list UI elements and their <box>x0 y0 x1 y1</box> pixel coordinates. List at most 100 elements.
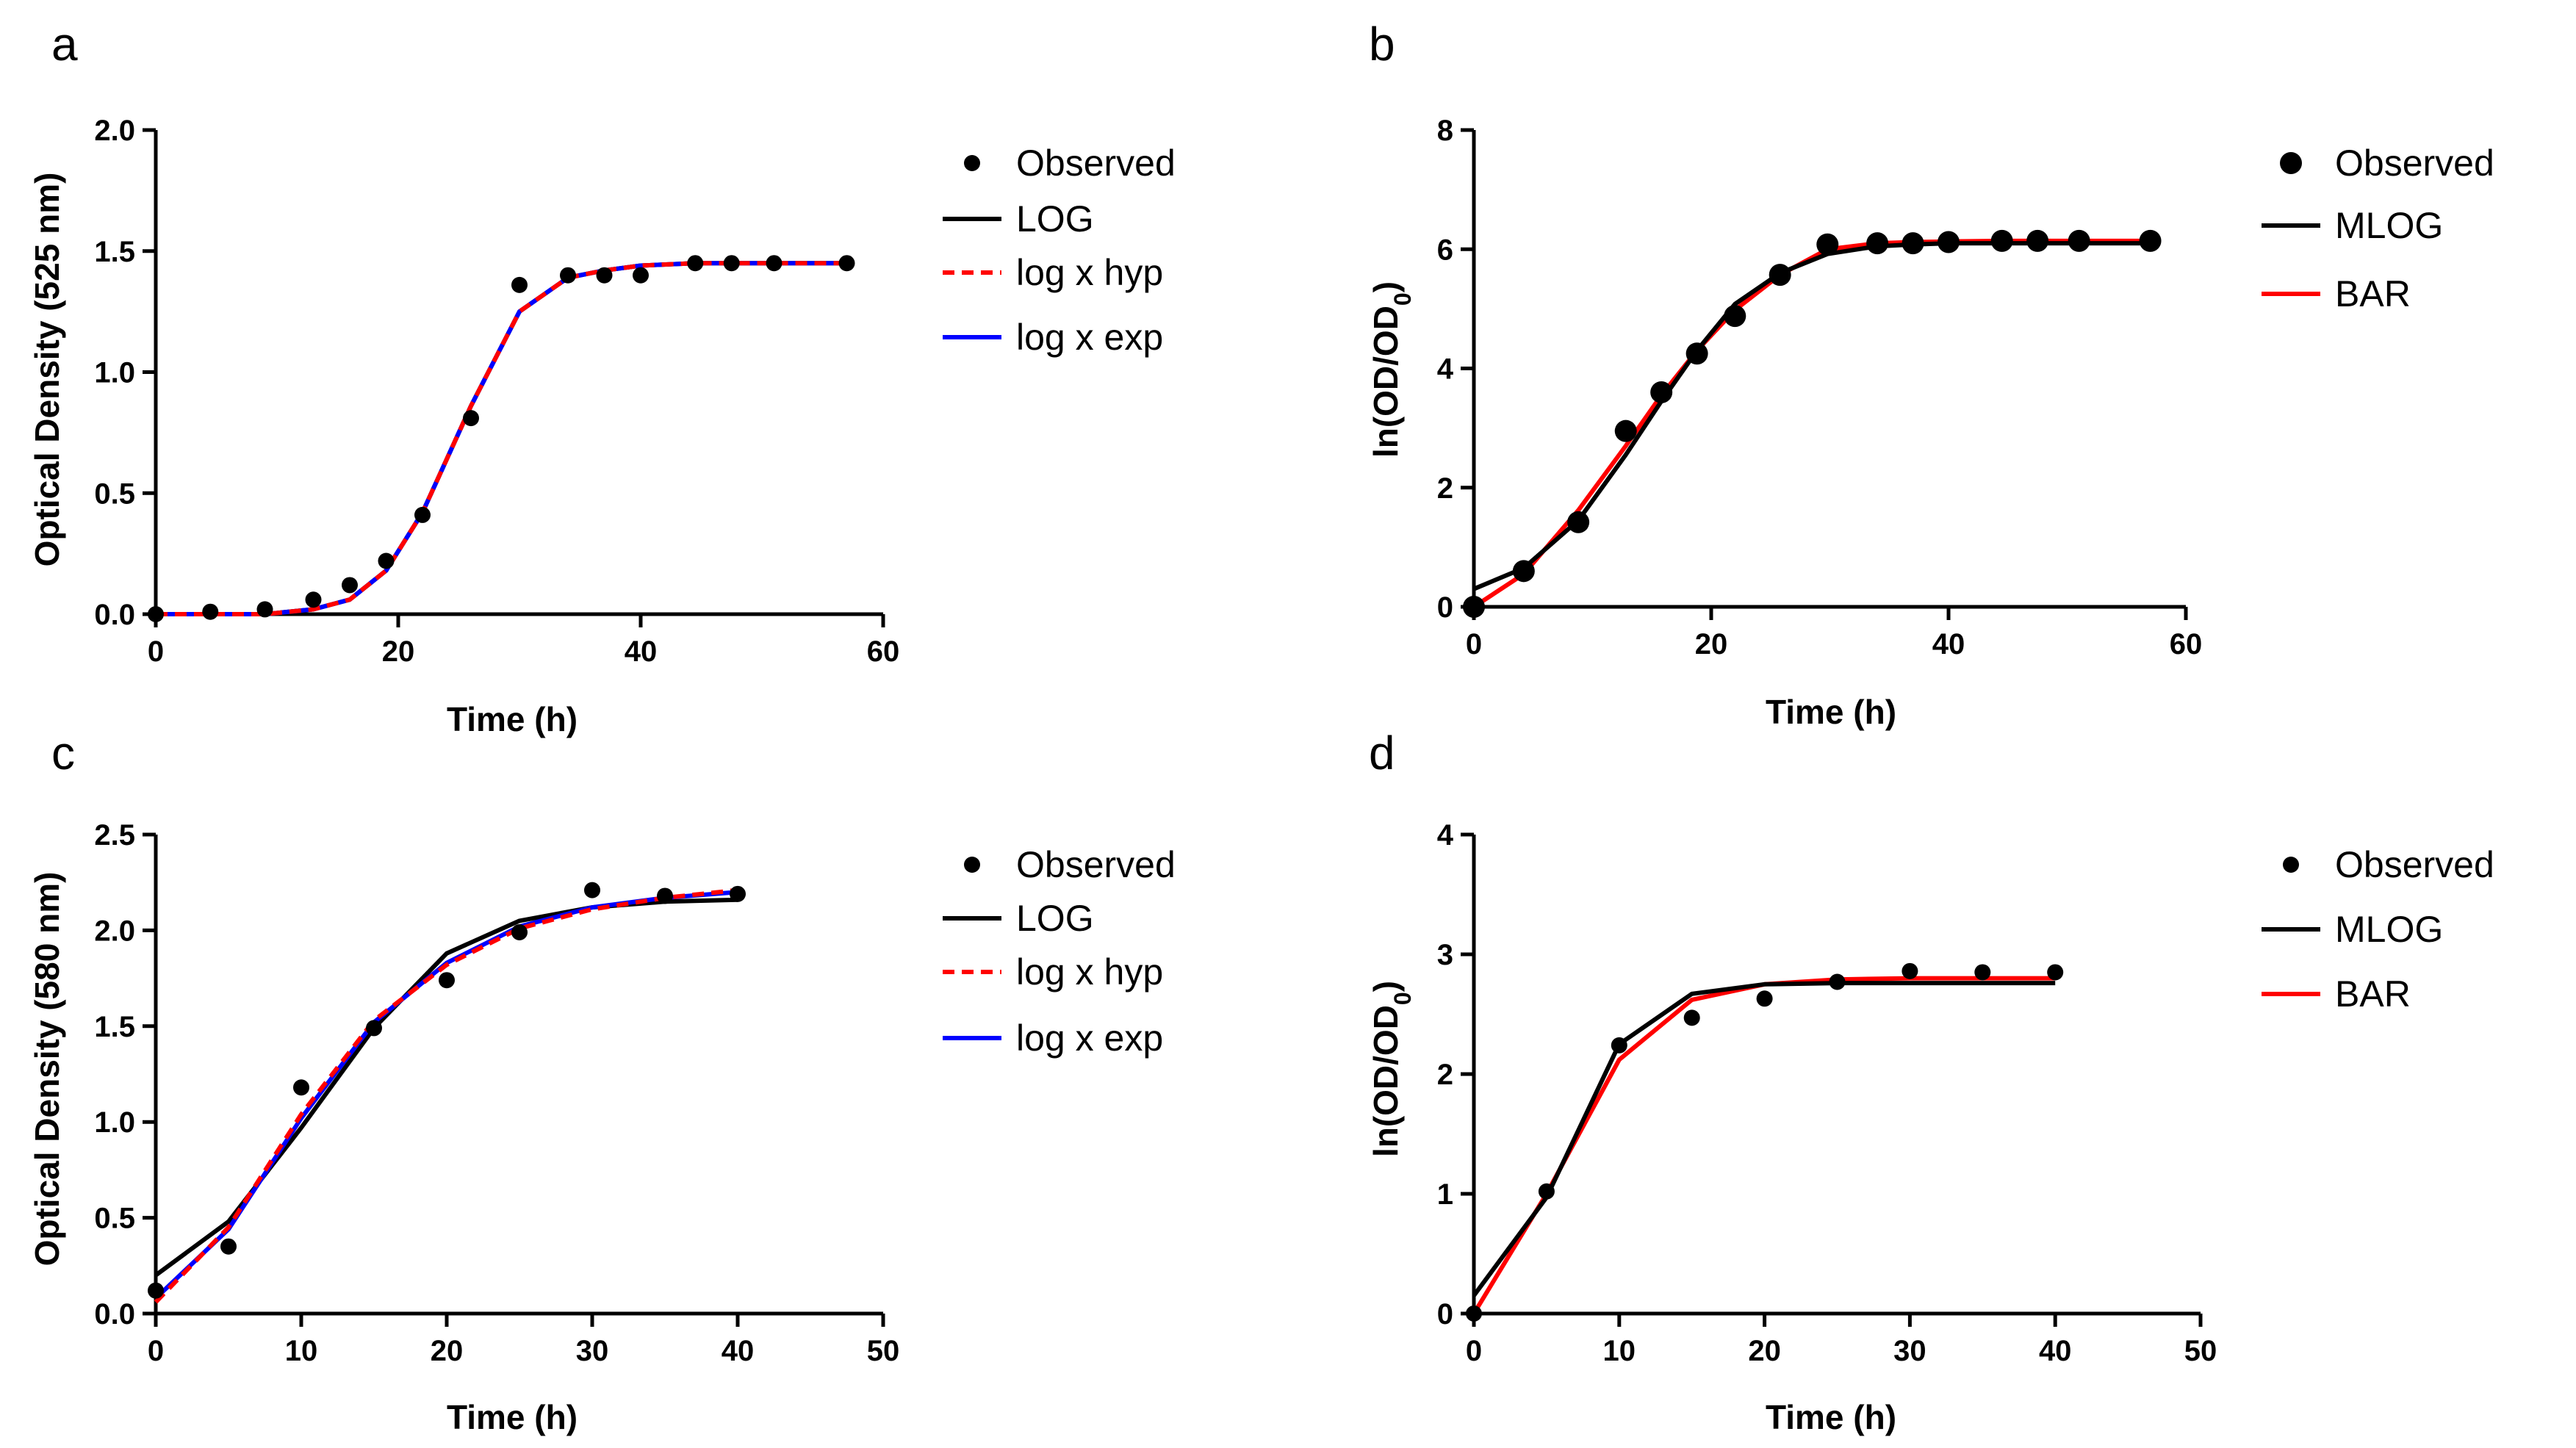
x-tick-label: 50 <box>867 1335 900 1367</box>
observed-point <box>148 606 164 622</box>
observed-point <box>1650 381 1673 403</box>
observed-point <box>293 1079 309 1096</box>
observed-point <box>2026 229 2049 252</box>
y-tick-label: 4 <box>1437 819 1454 851</box>
observed-point <box>766 255 782 272</box>
observed-point <box>838 255 855 272</box>
legend-label: log x exp <box>1016 1017 1163 1059</box>
y-tick-label: 6 <box>1437 234 1453 266</box>
legend-label: LOG <box>1016 198 1094 239</box>
y-tick-label: 1.0 <box>94 1106 135 1139</box>
panel-letter-b: b <box>1369 18 1395 71</box>
observed-point <box>730 885 746 902</box>
panel-b: b 0 20 40 60 0 2 4 6 8 Time (h) ln(OD/OD0) Obser… <box>1367 18 2494 731</box>
legend-label: Observed <box>1016 844 1176 885</box>
y-tick-label: 2 <box>1437 1059 1453 1091</box>
x-tick-label: 20 <box>382 635 415 668</box>
y-tick-label: 2 <box>1437 472 1453 505</box>
observed-point <box>1769 264 1791 287</box>
y-axis-title-c: Optical Density (580 nm) <box>28 872 66 1267</box>
observed-point <box>1614 419 1637 442</box>
observed-point <box>463 410 479 427</box>
x-tick-label: 40 <box>2039 1335 2072 1367</box>
series-line-log-x-exp <box>156 261 847 616</box>
observed-point <box>256 601 273 618</box>
observed-point <box>366 1020 382 1037</box>
series-line-log <box>154 897 738 1278</box>
observed-point <box>723 255 740 272</box>
observed-point <box>1683 1009 1700 1026</box>
x-tick-label: 20 <box>1695 628 1728 660</box>
plot-area-b: 0 20 40 60 0 2 4 6 8 <box>1437 115 2203 660</box>
y-axis-title-b: ln(OD/OD0) <box>1367 281 1416 458</box>
x-tick-label: 0 <box>148 635 164 668</box>
x-tick-label: 0 <box>148 1335 164 1367</box>
legend-a: Observed LOG log x hyp log x exp <box>943 143 1176 358</box>
y-tick-label: 2.5 <box>94 819 135 851</box>
y-tick-label: 8 <box>1437 115 1453 147</box>
x-tick-label: 20 <box>431 1335 464 1367</box>
series-line-mlog <box>1472 241 2151 591</box>
panel-letter-a: a <box>51 18 78 71</box>
legend-marker-observed <box>964 155 980 171</box>
y-tick-label: 2.0 <box>94 115 135 147</box>
x-axis-title-d: Time (h) <box>1766 1398 1896 1436</box>
legend-label: MLOG <box>2335 205 2443 246</box>
plot-area-a: 0 20 40 60 0.0 0.5 1.0 1.5 2.0 <box>94 115 899 668</box>
observed-point <box>220 1238 237 1255</box>
observed-point <box>1866 232 1889 255</box>
legend-marker-observed <box>964 857 980 873</box>
observed-point <box>511 276 528 293</box>
observed-point <box>596 267 613 284</box>
y-tick-label: 1.5 <box>94 1011 135 1043</box>
legend-label: MLOG <box>2335 909 2443 950</box>
observed-point <box>1512 560 1535 583</box>
y-axis-title-d: ln(OD/OD0) <box>1367 981 1416 1157</box>
observed-point <box>342 577 358 594</box>
y-axis-title-a: Optical Density (525 nm) <box>28 173 66 567</box>
series-line-log-x-hyp <box>154 887 738 1304</box>
panel-letter-d: d <box>1369 727 1395 779</box>
observed-point <box>687 255 704 272</box>
x-tick-label: 10 <box>285 1335 318 1367</box>
legend-label: Observed <box>1016 143 1176 184</box>
panel-a: a 0 20 40 60 0.0 0.5 1.0 1.5 2.0 Time (h) Optica… <box>28 18 1176 738</box>
observed-point <box>1990 229 2013 252</box>
x-axis-title-a: Time (h) <box>447 700 578 738</box>
observed-point <box>378 552 395 569</box>
observed-point <box>1466 1305 1482 1322</box>
series-line-log <box>156 261 847 616</box>
plot-area-c: 0 10 20 30 40 50 0.0 0.5 1.0 1.5 2.0 2.5 <box>94 819 899 1367</box>
legend-label: log x exp <box>1016 317 1163 358</box>
legend-b: Observed MLOG BAR <box>2262 143 2494 314</box>
legend-c: Observed LOG log x hyp log x exp <box>943 844 1176 1059</box>
legend-label: LOG <box>1016 898 1094 939</box>
observed-point <box>1938 231 1960 253</box>
x-tick-label: 50 <box>2184 1335 2217 1367</box>
legend-label: log x hyp <box>1016 252 1163 293</box>
observed-point <box>560 267 576 284</box>
y-tick-label: 0 <box>1437 591 1453 624</box>
x-tick-label: 30 <box>1893 1335 1926 1367</box>
series-line-log-x-hyp <box>156 261 847 616</box>
y-tick-label: 3 <box>1437 939 1453 971</box>
legend-label: Observed <box>2335 143 2494 184</box>
observed-point <box>633 267 649 284</box>
legend-label: BAR <box>2335 273 2411 314</box>
observed-point <box>1756 990 1773 1007</box>
y-tick-label: 1.5 <box>94 236 135 268</box>
y-tick-label: 1 <box>1437 1178 1453 1211</box>
legend-label: log x hyp <box>1016 951 1163 993</box>
x-tick-label: 10 <box>1603 1335 1636 1367</box>
series-line-bar <box>1472 238 2151 609</box>
x-tick-label: 40 <box>1932 628 1965 660</box>
plot-area-d: 0 10 20 30 40 50 0 1 2 3 4 <box>1437 819 2217 1367</box>
x-tick-label: 20 <box>1748 1335 1781 1367</box>
observed-point <box>1463 596 1485 618</box>
observed-point <box>1829 973 1846 990</box>
panel-d: d 0 10 20 30 40 50 0 1 2 3 4 Time (h) ln(OD/OD0) O… <box>1367 727 2494 1436</box>
observed-point <box>2068 229 2090 252</box>
observed-point <box>511 924 528 941</box>
x-axis-title-c: Time (h) <box>447 1398 578 1436</box>
y-tick-label: 0.0 <box>94 599 135 631</box>
